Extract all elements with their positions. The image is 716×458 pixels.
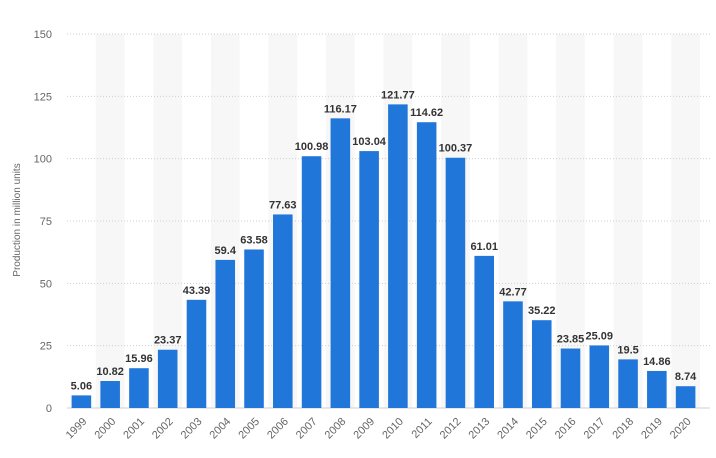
data-label-2014: 42.77 (499, 286, 527, 298)
y-tick-label: 150 (34, 29, 52, 41)
y-tick-label: 25 (40, 341, 52, 353)
bar-2020[interactable] (675, 386, 696, 408)
data-label-2000: 10.82 (96, 366, 124, 378)
bar-2011[interactable] (416, 122, 437, 408)
data-label-1999: 5.06 (71, 380, 92, 392)
y-tick-label: 50 (40, 278, 52, 290)
x-tick-label: 2005 (236, 416, 262, 442)
y-axis-title: Production in million units (12, 163, 23, 276)
bar-2003[interactable] (186, 299, 207, 408)
bar-2004[interactable] (215, 259, 236, 408)
data-label-2010: 121.77 (381, 89, 415, 101)
bar-2017[interactable] (589, 345, 610, 408)
y-axis-ticks: 0 25 50 75 100 125 150 (34, 29, 52, 415)
bar-2016[interactable] (560, 348, 581, 408)
bar-2001[interactable] (129, 368, 149, 408)
x-tick-label: 2017 (582, 416, 608, 442)
data-label-2018: 19.5 (617, 344, 638, 356)
data-label-2005: 63.58 (240, 234, 268, 246)
bar-2010[interactable] (388, 104, 408, 408)
data-label-2006: 77.63 (269, 199, 297, 211)
bar-2007[interactable] (301, 156, 322, 408)
x-tick-label: 2014 (495, 416, 521, 442)
y-tick-label: 0 (46, 403, 52, 415)
data-label-2017: 25.09 (586, 330, 614, 342)
data-label-2007: 100.98 (295, 141, 329, 153)
x-tick-label: 2012 (438, 416, 464, 442)
bar-1999[interactable] (71, 395, 92, 408)
bar-2002[interactable] (157, 349, 178, 408)
x-tick-label: 2006 (265, 416, 291, 442)
x-tick-label: 2007 (294, 416, 320, 442)
bar-2005[interactable] (244, 249, 264, 408)
data-label-2019: 14.86 (643, 356, 671, 368)
x-tick-label: 1999 (64, 416, 90, 442)
bar-2006[interactable] (273, 214, 293, 408)
data-label-2004: 59.4 (215, 245, 237, 257)
x-tick-label: 2013 (467, 416, 493, 442)
data-label-2020: 8.74 (675, 371, 697, 383)
data-label-2002: 23.37 (154, 335, 182, 347)
data-label-2003: 43.39 (183, 285, 211, 297)
bar-2009[interactable] (359, 151, 379, 409)
x-tick-label: 2010 (380, 416, 406, 442)
data-label-2013: 61.01 (470, 241, 498, 253)
x-tick-label: 2018 (610, 416, 636, 442)
x-axis-ticks: 1999 2000 2001 2002 2003 2004 2005 2006 2007 2008… (64, 416, 694, 442)
x-tick-label: 2002 (150, 416, 176, 442)
x-tick-label: 2009 (351, 416, 377, 442)
x-tick-label: 2016 (553, 416, 579, 442)
bar-2015[interactable] (531, 320, 552, 408)
y-tick-label: 100 (34, 154, 52, 166)
bar-2018[interactable] (618, 359, 638, 408)
band-2002 (153, 34, 183, 408)
x-tick-label: 2019 (639, 416, 665, 442)
bar-2019[interactable] (647, 370, 667, 408)
data-label-2008: 116.17 (324, 103, 357, 115)
bars (71, 104, 696, 409)
x-tick-label: 2004 (208, 416, 234, 442)
y-tick-label: 75 (40, 216, 52, 228)
data-label-2015: 35.22 (528, 305, 556, 317)
x-tick-label: 2001 (121, 416, 147, 442)
x-tick-label: 2020 (668, 416, 694, 442)
bar-2012[interactable] (445, 157, 466, 408)
x-tick-label: 2015 (524, 416, 550, 442)
x-tick-label: 2000 (92, 416, 118, 442)
bar-2013[interactable] (474, 255, 494, 408)
bar-2014[interactable] (503, 301, 523, 408)
data-label-2016: 23.85 (557, 334, 585, 346)
y-tick-label: 125 (34, 91, 52, 103)
x-tick-label: 2011 (410, 416, 435, 441)
data-label-2009: 103.04 (352, 136, 387, 148)
x-tick-label: 2003 (179, 416, 205, 442)
data-label-2001: 15.96 (125, 353, 153, 365)
x-tick-label: 2008 (323, 416, 349, 442)
bar-2000[interactable] (100, 381, 120, 408)
data-label-2011: 114.62 (410, 107, 443, 119)
bar-2008[interactable] (330, 118, 351, 409)
data-label-2012: 100.37 (439, 143, 473, 155)
